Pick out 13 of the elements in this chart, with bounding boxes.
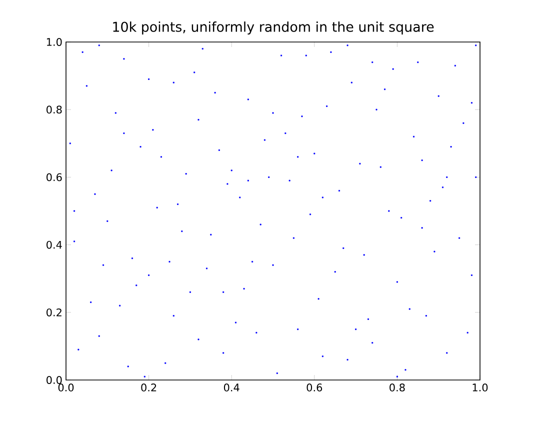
x-tick-label: 0.0 bbox=[58, 384, 74, 392]
y-tick-label: 1.0 bbox=[46, 38, 62, 46]
y-tick-label: 0.2 bbox=[46, 308, 62, 316]
y-tick-label: 0.0 bbox=[46, 376, 62, 384]
x-tick-label: 0.8 bbox=[390, 384, 405, 392]
y-tick-label: 0.8 bbox=[46, 106, 62, 114]
x-tick-label: 0.2 bbox=[141, 384, 156, 392]
chart-title: 10k points, uniformly random in the unit square bbox=[113, 21, 434, 34]
x-tick-label: 0.4 bbox=[224, 384, 240, 392]
y-tick-label: 0.6 bbox=[46, 173, 62, 182]
y-tick-label: 0.4 bbox=[46, 240, 62, 249]
x-tick-label: 1.0 bbox=[472, 384, 488, 392]
x-tick-label: 0.6 bbox=[306, 384, 322, 392]
